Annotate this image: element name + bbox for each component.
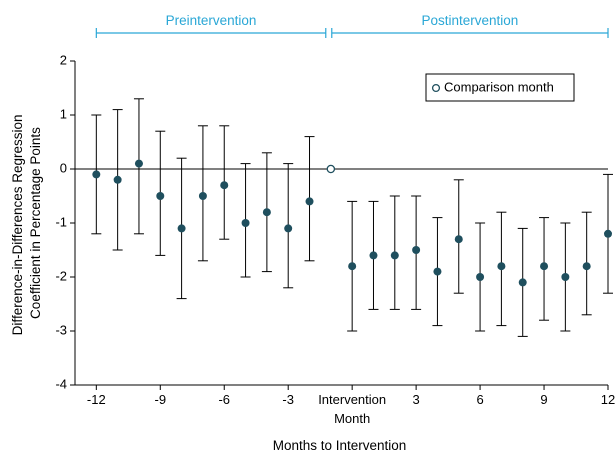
y-tick-label: -3: [55, 322, 67, 337]
period-brackets: Preintervention Postintervention: [95, 13, 609, 38]
x-tick-label: -3: [282, 392, 294, 407]
x-tick-label: 12: [601, 392, 615, 407]
y-axis-label: Difference-in-Differences Regression Coe…: [10, 111, 43, 336]
data-point: [156, 192, 165, 200]
data-point: [604, 229, 612, 238]
y-tick-label: -4: [55, 376, 67, 391]
data-point: [582, 262, 591, 271]
data-point: [134, 159, 143, 168]
data-point: [241, 219, 250, 227]
data-point: [348, 262, 357, 271]
x-tick-label: Intervention: [318, 392, 386, 407]
data-point: [305, 197, 314, 206]
legend-label: Comparison month: [444, 79, 554, 94]
y-tick-label: 2: [60, 52, 67, 67]
data-point: [113, 175, 122, 184]
legend: Comparison month: [425, 73, 575, 102]
data-point: [540, 262, 549, 271]
data-point: [518, 278, 527, 287]
legend-open-circle-marker: [431, 83, 441, 93]
data-point: [220, 181, 229, 190]
data-point: [262, 208, 271, 217]
x-tick-label: -6: [218, 392, 230, 407]
data-point: [198, 192, 207, 200]
data-point: [92, 170, 101, 179]
y-axis-label-line-2: Coefficient in Percentage Points: [28, 127, 43, 319]
error-bars: [91, 98, 613, 337]
preintervention-label: Preintervention: [166, 13, 257, 28]
x-tick-label: 9: [540, 392, 547, 407]
legend-box: [425, 73, 575, 102]
data-point: [369, 251, 378, 260]
y-tick-label: 1: [60, 106, 67, 121]
x-tick-label: 6: [476, 392, 483, 407]
postintervention-label: Postintervention: [421, 13, 518, 28]
data-point: [390, 251, 399, 260]
x-tick-label-line-2: Month: [334, 411, 370, 426]
data-point: [476, 273, 485, 281]
x-tick-label: -12: [87, 392, 106, 407]
x-tick-label: 3: [413, 392, 420, 407]
data-point: [433, 267, 442, 276]
y-tick-label: -2: [55, 268, 67, 283]
x-tick-label: -9: [154, 392, 166, 407]
y-axis-label-line-1: Difference-in-Differences Regression: [10, 114, 25, 335]
y-tick-label: -1: [55, 214, 67, 229]
axes: 2 1 0 -1 -2 -3 -4 -12 -9 -6 -3 Intervention Month 3 6 9…: [55, 52, 615, 426]
data-point: [177, 224, 186, 233]
data-point: [454, 235, 463, 244]
x-axis-label: Months to Intervention: [273, 438, 407, 453]
comparison-month-point: [326, 164, 336, 174]
data-point: [412, 246, 421, 254]
data-points: [92, 159, 612, 287]
data-point: [497, 262, 506, 271]
data-point: [284, 224, 293, 233]
data-point: [561, 273, 570, 281]
y-tick-label: 0: [60, 160, 67, 175]
